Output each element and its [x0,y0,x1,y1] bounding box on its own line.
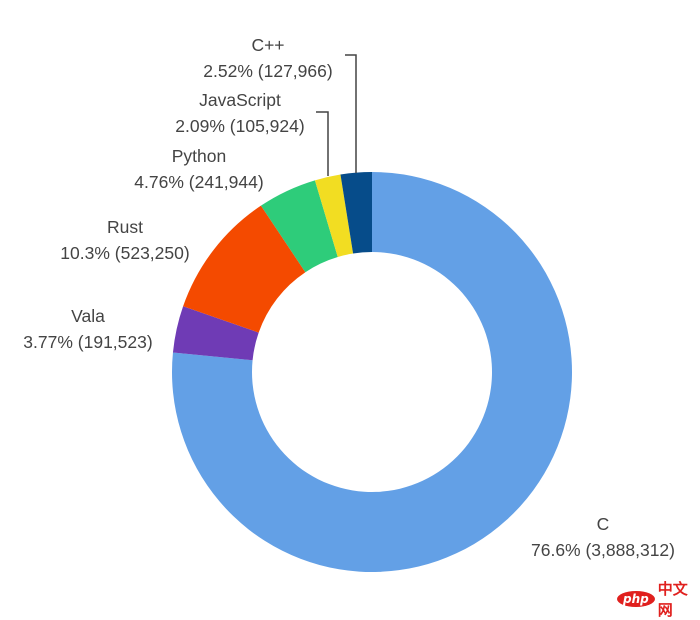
slice-vala[interactable] [172,306,259,361]
slice-javascript[interactable] [314,174,354,257]
watermark-logo: php 中文网 [617,578,700,620]
slice-rust[interactable] [183,205,306,333]
watermark-text: 中文网 [657,580,688,619]
slice-label-name: Rust [107,217,143,237]
watermark-php: php [617,591,655,607]
slice-label-value: 76.6% (3,888,312) [531,540,675,560]
slice-label-name: C [597,514,610,534]
slice-label-value: 10.3% (523,250) [60,243,189,263]
donut-chart: C 76.6% (3,888,312) Vala 3.77% (191,523) Rus… [23,35,675,572]
slice-label-name: JavaScript [199,90,281,110]
slice-label-name: Vala [71,306,105,326]
slice-label-name: Python [172,146,226,166]
leader-line [316,111,329,176]
slice-c[interactable] [172,172,572,572]
slice-label-value: 4.76% (241,944) [134,172,263,192]
slice-label-value: 2.52% (127,966) [203,61,332,81]
slice-cpp[interactable] [340,172,372,254]
slice-label-value: 2.09% (105,924) [175,116,304,136]
slice-label-name: C++ [251,35,284,55]
slice-label-value: 3.77% (191,523) [23,332,152,352]
slice-python[interactable] [260,180,338,273]
leader-line [345,54,357,173]
